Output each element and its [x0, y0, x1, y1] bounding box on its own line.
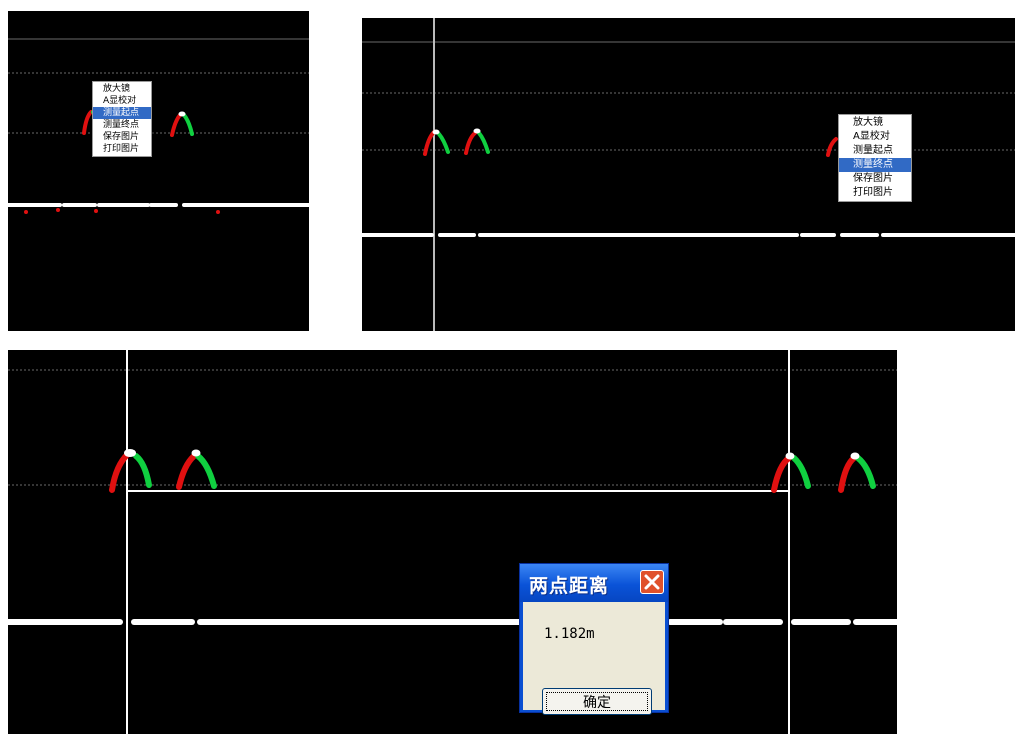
menu-item-save-image[interactable]: 保存图片 [853, 173, 893, 184]
menu-item-magnifier[interactable]: 放大镜 [853, 117, 883, 128]
scan-panel-3[interactable] [8, 350, 897, 734]
echo-arc [838, 452, 876, 493]
dialog-titlebar[interactable]: 两点距离 [520, 564, 668, 602]
waveform-canvas [362, 18, 1015, 331]
echo-dots [24, 208, 220, 214]
echo-arc [109, 449, 152, 493]
ok-button-label: 确定 [583, 695, 611, 711]
echo-arc [464, 128, 490, 155]
waveform-canvas [8, 38, 309, 214]
echo-arc [170, 111, 194, 137]
dialog-body: 1.182m 确定 [523, 602, 665, 715]
distance-dialog: 两点距离 1.182m 确定 [519, 563, 669, 715]
echo-arc-partial [826, 137, 838, 157]
echo-arc [771, 452, 811, 493]
dialog-title: 两点距离 [529, 575, 610, 597]
context-menu: 放大镜 A显校对 测量起点 测量终点保存图片打印图片 [92, 81, 153, 157]
scan-panel-1[interactable]: 放大镜 A显校对 测量起点 测量终点保存图片打印图片 [8, 11, 309, 331]
waveform-canvas [8, 350, 897, 734]
menu-item-measure-start[interactable]: 测量起点 [93, 107, 152, 119]
close-icon [644, 574, 660, 590]
echo-arc [176, 449, 217, 490]
echo-arc [423, 129, 450, 156]
context-menu: 放大镜 A显校对测量起点测量终点 保存图片打印图片 [838, 114, 912, 202]
menu-item-measure-end[interactable]: 测量终点 [103, 120, 140, 130]
ok-button[interactable]: 确定 [542, 688, 652, 715]
distance-value: 1.182m [544, 626, 595, 642]
menu-item-print-image[interactable]: 打印图片 [103, 144, 140, 154]
menu-item-save-image[interactable]: 保存图片 [103, 132, 140, 142]
close-button[interactable] [640, 570, 664, 594]
menu-item-magnifier[interactable]: 放大镜 [103, 84, 131, 94]
menu-item-a-scan-calibrate[interactable]: A显校对 [853, 131, 890, 142]
menu-item-a-scan-calibrate[interactable]: A显校对 [103, 96, 137, 106]
focus-ring [546, 692, 648, 711]
menu-item-measure-start[interactable]: 测量起点 [853, 145, 893, 156]
scan-panel-2[interactable]: 放大镜 A显校对测量起点测量终点 保存图片打印图片 [362, 18, 1015, 331]
menu-item-print-image[interactable]: 打印图片 [853, 187, 893, 198]
menu-item-measure-end[interactable]: 测量终点 [839, 158, 911, 172]
